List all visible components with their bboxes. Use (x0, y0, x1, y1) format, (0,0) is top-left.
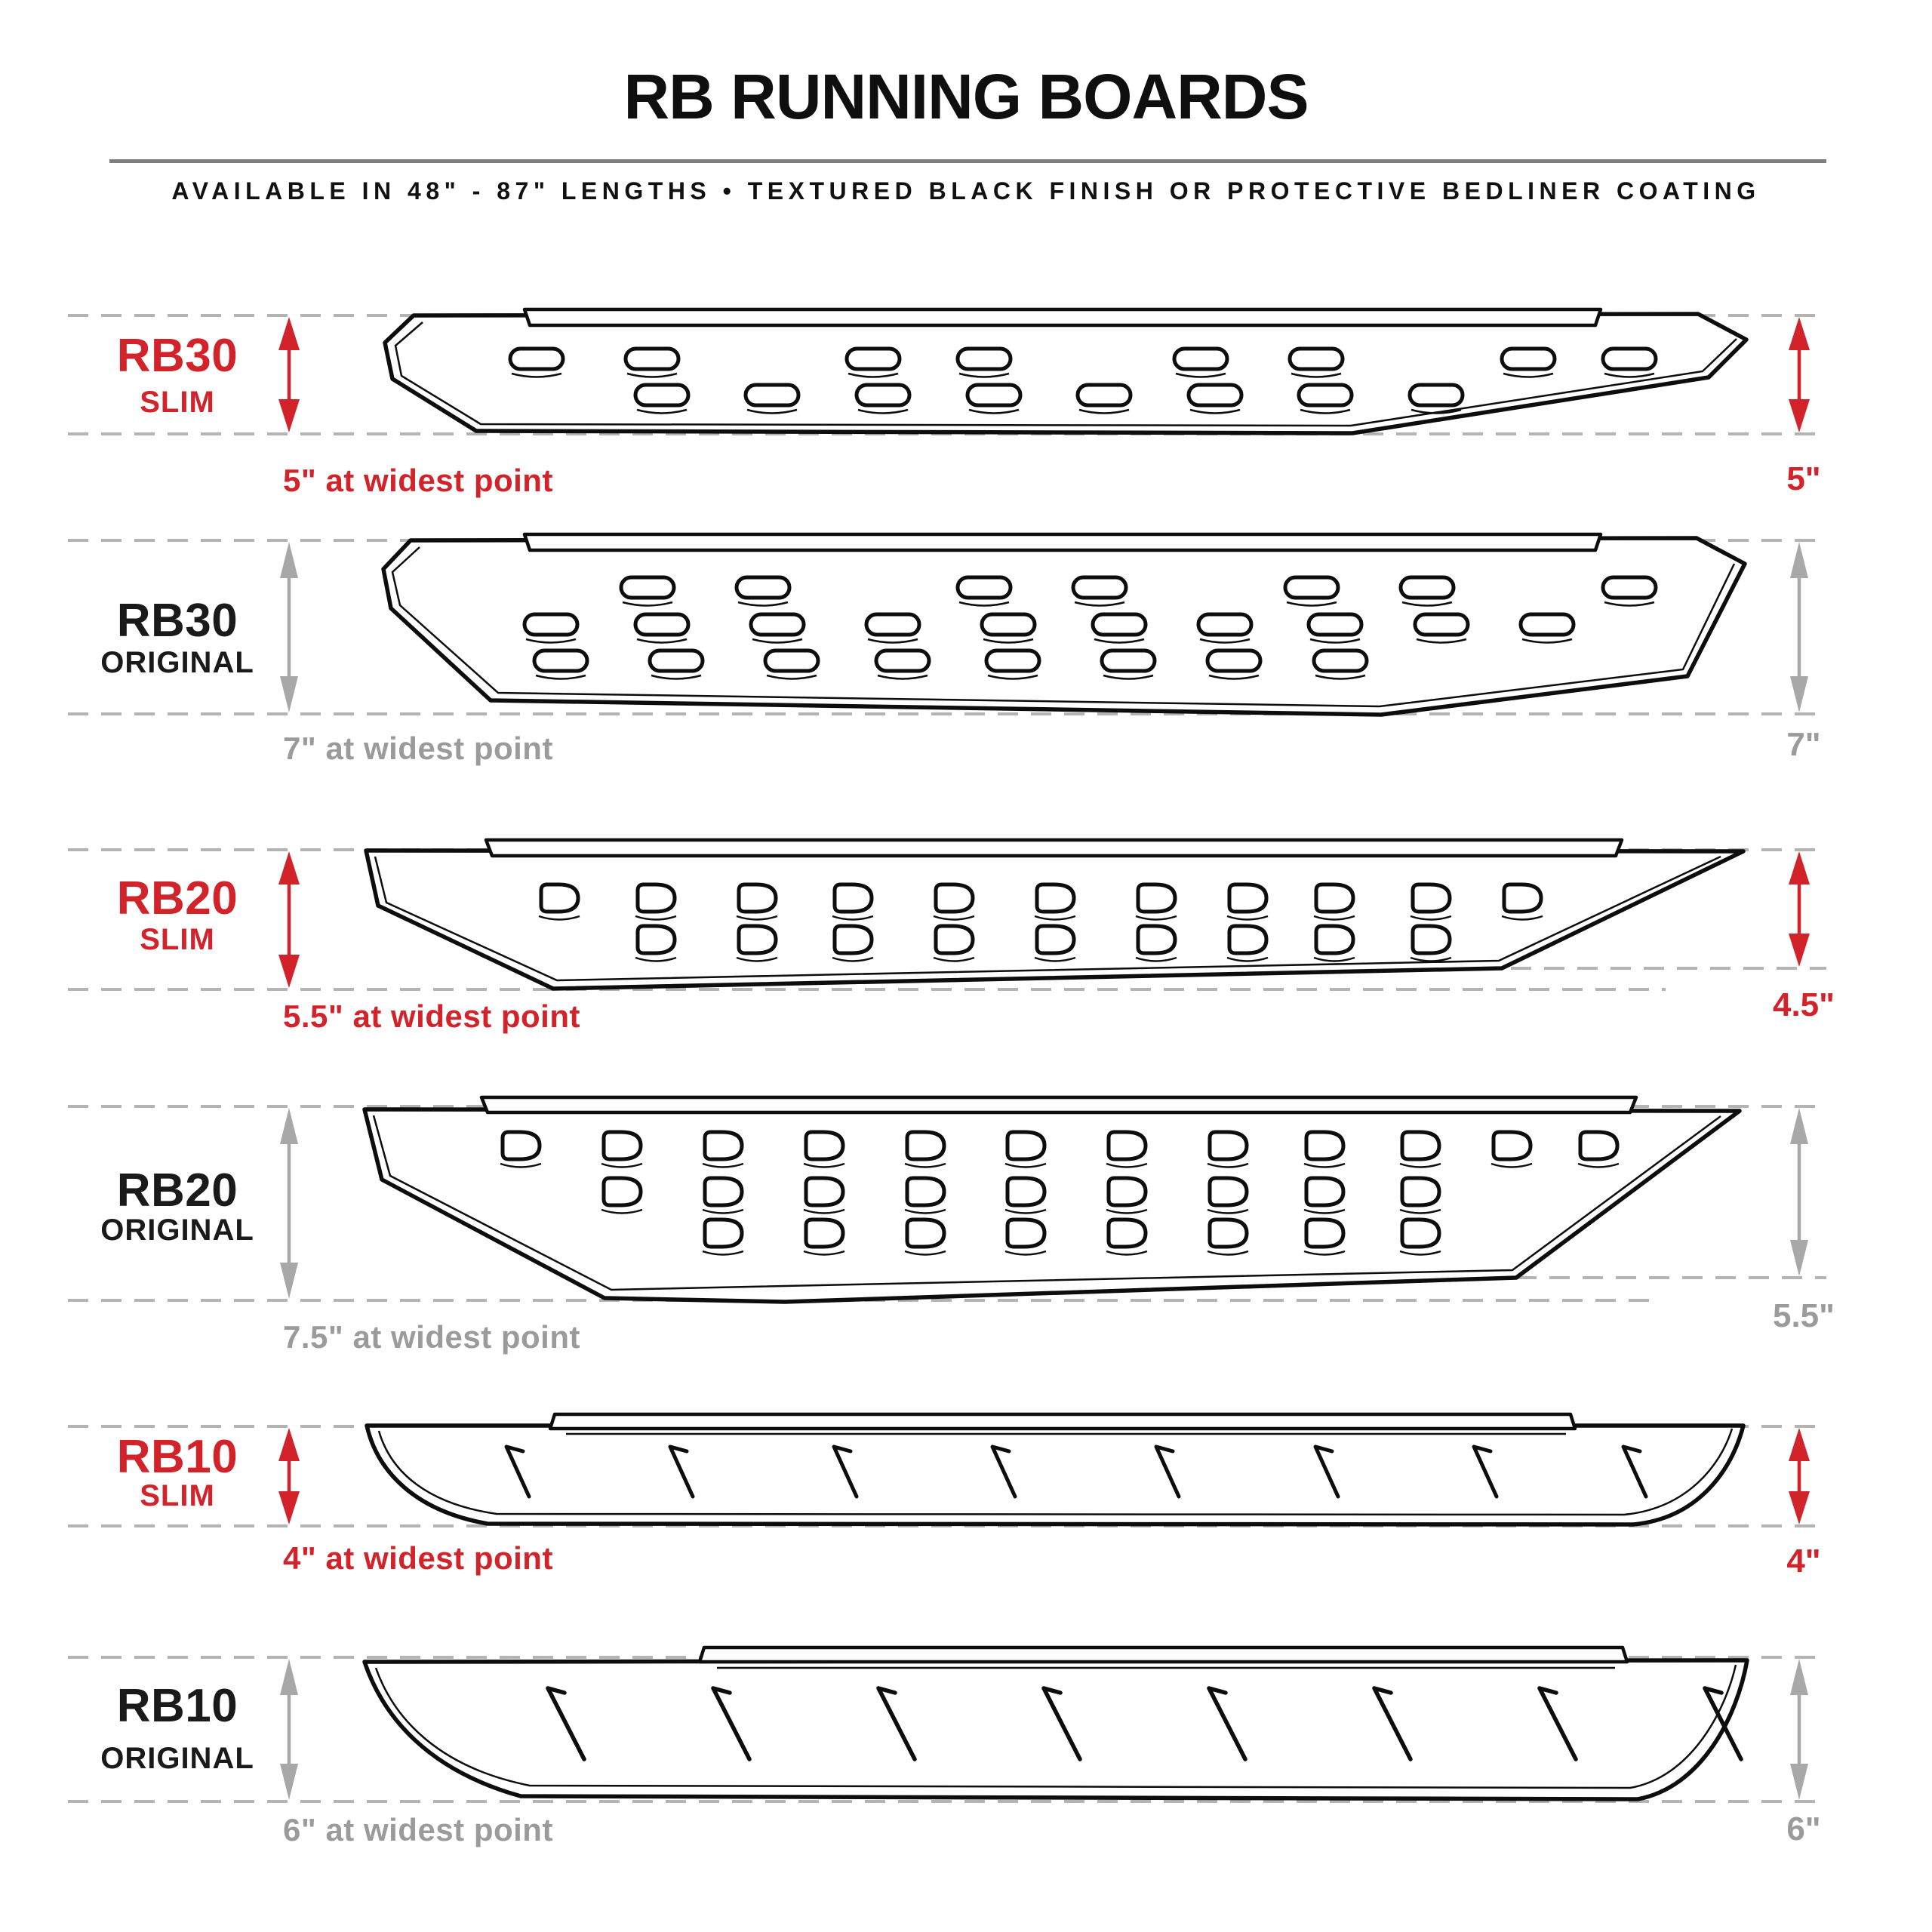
right-height-arrow (1790, 1659, 1808, 1800)
rb10-slim-board-diagram (68, 1412, 1826, 1527)
rb20-slim-board-diagram (68, 838, 1826, 991)
section-rb10-original: RB10 ORIGINAL 6" at widest point 6" (0, 1604, 1932, 1877)
board-drawing (383, 307, 1749, 435)
widest-point-note: 6" at widest point (283, 1812, 553, 1847)
model-label: RB30 (116, 595, 238, 647)
widest-point-note: 5" at widest point (283, 463, 553, 498)
left-height-arrow (280, 542, 298, 712)
left-height-arrow (278, 317, 300, 432)
board-label: RB30 ORIGINAL (30, 598, 325, 678)
model-label: RB20 (116, 1164, 238, 1217)
end-height-note: 5" (1786, 460, 1821, 497)
rb10-original-board-diagram (68, 1645, 1826, 1803)
board-drawing (362, 1095, 1742, 1304)
left-height-arrow (278, 1428, 300, 1524)
title-divider (109, 159, 1826, 163)
model-label: RB10 (116, 1431, 238, 1483)
subtitle: AVAILABLE IN 48" - 87" LENGTHS • TEXTURE… (171, 177, 1761, 205)
left-height-arrow (278, 851, 300, 988)
rb20-original-board-diagram (68, 1095, 1826, 1304)
left-height-arrow (280, 1108, 298, 1299)
board-drawing (365, 1412, 1746, 1527)
model-label: RB30 (116, 330, 238, 382)
variant-label: ORIGINAL (100, 1214, 254, 1247)
rb30-original-board-diagram (68, 532, 1826, 717)
board-label: RB20 SLIM (30, 875, 325, 955)
end-height-note: 4" (1786, 1543, 1821, 1580)
board-drawing (362, 1645, 1749, 1801)
section-rb10-slim: RB10 SLIM 4" at widest point 4" (0, 1374, 1932, 1601)
right-height-arrow (1789, 317, 1810, 432)
board-label: RB30 SLIM (30, 330, 325, 419)
board-drawing (381, 532, 1747, 717)
widest-point-note: 5.5" at widest point (283, 998, 580, 1034)
left-height-arrow (280, 1659, 298, 1800)
model-label: RB20 (116, 872, 238, 924)
model-label: RB10 (116, 1680, 238, 1732)
rb30-slim-board-diagram (68, 307, 1826, 435)
section-rb30-original: RB30 ORIGINAL 7" at widest point 7" (0, 488, 1932, 789)
section-rb30-slim: RB30 SLIM 5" at widest point 5" (0, 263, 1932, 509)
end-height-note: 6" (1786, 1810, 1821, 1847)
board-drawing (364, 838, 1746, 991)
board-label: RB10 SLIM (30, 1431, 325, 1512)
widest-point-note: 7.5" at widest point (283, 1319, 580, 1355)
end-height-note: 7" (1786, 726, 1821, 763)
widest-point-note: 7" at widest point (283, 731, 553, 766)
section-rb20-slim: RB20 SLIM 5.5" at widest point 4.5" (0, 797, 1932, 1065)
page-title: RB RUNNING BOARDS (623, 61, 1309, 132)
right-height-arrow (1790, 542, 1808, 712)
variant-label: SLIM (140, 1479, 215, 1512)
widest-point-note: 4" at widest point (283, 1540, 553, 1576)
end-height-note: 4.5" (1772, 986, 1835, 1023)
section-rb20-original: RB20 ORIGINAL 7.5" at widest point 5.5" (0, 1054, 1932, 1376)
board-label: RB20 ORIGINAL (30, 1164, 325, 1247)
variant-label: SLIM (140, 923, 215, 956)
variant-label: SLIM (140, 386, 215, 419)
right-height-arrow (1789, 1428, 1810, 1524)
variant-label: ORIGINAL (100, 1742, 254, 1775)
board-label: RB10 ORIGINAL (30, 1683, 325, 1774)
right-height-arrow (1789, 851, 1810, 967)
end-height-note: 5.5" (1772, 1297, 1835, 1334)
right-height-arrow (1790, 1108, 1808, 1276)
variant-label: ORIGINAL (100, 646, 254, 679)
